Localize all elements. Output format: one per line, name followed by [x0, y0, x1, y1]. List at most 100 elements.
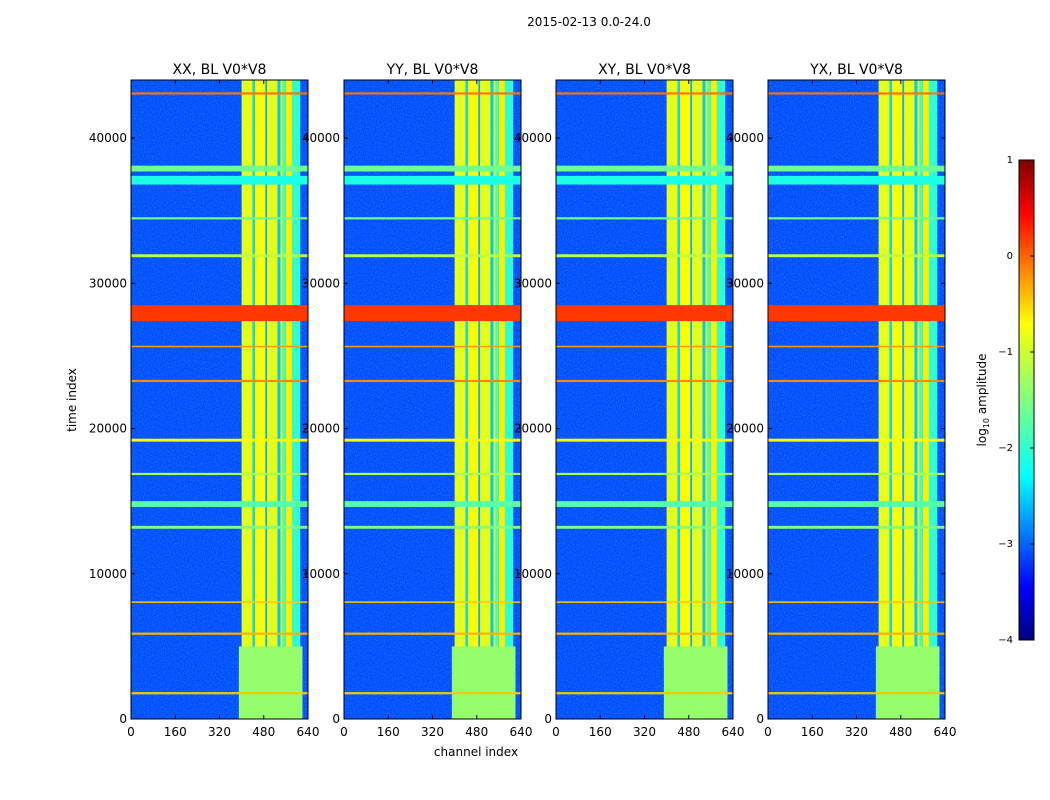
- rfi-channel-band: [465, 80, 468, 719]
- flag-line: [768, 305, 945, 322]
- colorbar-gradient: [1018, 159, 1035, 641]
- x-tick-label: 0: [552, 725, 560, 739]
- colorbar-label-rest: amplitude: [975, 354, 989, 418]
- flag-line: [344, 345, 521, 348]
- y-tick-label: 10000: [514, 567, 552, 581]
- y-tick-label: 0: [756, 712, 764, 726]
- flag-line: [344, 632, 521, 635]
- flag-line: [768, 692, 945, 695]
- x-tick-label: 480: [889, 725, 912, 739]
- colorbar-label-log: log: [975, 428, 989, 446]
- flag-line: [556, 601, 733, 603]
- panel-xy: XY, BL V0*V8 0 160 320 480 640 0 10000 20000 3000…: [514, 62, 745, 739]
- x-tick-label: 0: [764, 725, 772, 739]
- flag-line: [768, 438, 945, 442]
- flag-line: [131, 254, 308, 258]
- colorbar-label: log10 amplitude: [975, 354, 991, 447]
- flag-line: [768, 92, 945, 95]
- panel-title: YX, BL V0*V8: [809, 62, 903, 78]
- rfi-channel-band: [495, 80, 499, 719]
- y-tick-label: 20000: [302, 422, 340, 436]
- rfi-channel-band: [498, 80, 505, 719]
- panel-title: XY, BL V0*V8: [598, 62, 691, 78]
- x-tick-label: 640: [297, 725, 320, 739]
- x-tick-label: 640: [722, 725, 745, 739]
- flag-line: [556, 305, 733, 322]
- rfi-channel-band: [889, 80, 892, 719]
- rfi-channel-band: [922, 80, 929, 719]
- rfi-channel-band: [504, 80, 514, 719]
- x-tick-label: 0: [127, 725, 135, 739]
- flag-line: [344, 472, 521, 476]
- rfi-channel-band: [490, 80, 494, 719]
- flag-line: [344, 601, 521, 603]
- y-axis-label: time index: [65, 368, 79, 432]
- flag-line: [768, 501, 945, 507]
- rfi-channel-band: [690, 80, 693, 719]
- flag-line: [556, 438, 733, 442]
- flag-line: [768, 472, 945, 476]
- flag-line: [344, 217, 521, 220]
- heatmap-area: [556, 80, 733, 719]
- heatmap-area: [768, 80, 945, 719]
- rfi-channel-band: [707, 80, 711, 719]
- rfi-channel-band: [277, 80, 281, 719]
- flag-line: [768, 632, 945, 635]
- low-time-rfi-region: [663, 646, 728, 719]
- flag-line: [768, 601, 945, 603]
- flag-line: [131, 379, 308, 383]
- panels-group: XX, BL V0*V8 0 160 320 480 640 0 10000 20000 3000…: [89, 62, 957, 739]
- flag-line: [131, 217, 308, 220]
- x-tick-label: 640: [510, 725, 533, 739]
- x-tick-label: 160: [801, 725, 824, 739]
- x-tick-label: 480: [252, 725, 275, 739]
- rfi-channel-band: [919, 80, 923, 719]
- x-tick-label: 160: [377, 725, 400, 739]
- y-tick-label: 10000: [302, 567, 340, 581]
- colorbar-tick-label: −1: [998, 347, 1013, 358]
- rfi-channel-band: [265, 80, 268, 719]
- flag-line: [556, 525, 733, 529]
- colorbar-label-sub: 10: [982, 418, 991, 428]
- rfi-channel-band: [454, 80, 466, 719]
- rfi-channel-band: [480, 80, 491, 719]
- flag-line: [344, 254, 521, 258]
- flag-line: [768, 165, 945, 172]
- figure-title: 2015-02-13 0.0-24.0: [527, 15, 651, 29]
- flag-line: [344, 525, 521, 529]
- y-tick-label: 40000: [514, 131, 552, 145]
- flag-line: [556, 345, 733, 348]
- flag-line: [344, 165, 521, 172]
- rfi-channel-band: [280, 80, 283, 719]
- rfi-channel-band: [914, 80, 918, 719]
- rfi-channel-band: [679, 80, 691, 719]
- x-tick-label: 480: [465, 725, 488, 739]
- rfi-channel-band: [692, 80, 703, 719]
- flag-line: [556, 254, 733, 258]
- flag-line: [556, 165, 733, 172]
- flag-line: [768, 379, 945, 383]
- panel-yx: YX, BL V0*V8 0 160 320 480 640 0 10000 20000 3000…: [726, 62, 957, 739]
- rfi-channel-band: [493, 80, 496, 719]
- flag-line: [131, 525, 308, 529]
- flag-line: [556, 175, 733, 185]
- rfi-channel-band: [928, 80, 938, 719]
- y-tick-label: 40000: [302, 131, 340, 145]
- rfi-channel-band: [917, 80, 920, 719]
- flag-line: [556, 217, 733, 220]
- heatmap-area: [131, 80, 308, 719]
- y-tick-label: 30000: [89, 276, 127, 290]
- x-axis-label: channel index: [434, 745, 518, 759]
- low-time-rfi-region: [451, 646, 516, 719]
- low-time-rfi-region: [875, 646, 940, 719]
- y-tick-label: 30000: [302, 276, 340, 290]
- low-time-rfi-region: [238, 646, 303, 719]
- flag-line: [344, 305, 521, 322]
- flag-line: [131, 632, 308, 635]
- rfi-channel-band: [710, 80, 717, 719]
- flag-line: [131, 165, 308, 172]
- panel-title: XX, BL V0*V8: [173, 62, 267, 78]
- y-tick-label: 20000: [726, 422, 764, 436]
- y-tick-label: 30000: [514, 276, 552, 290]
